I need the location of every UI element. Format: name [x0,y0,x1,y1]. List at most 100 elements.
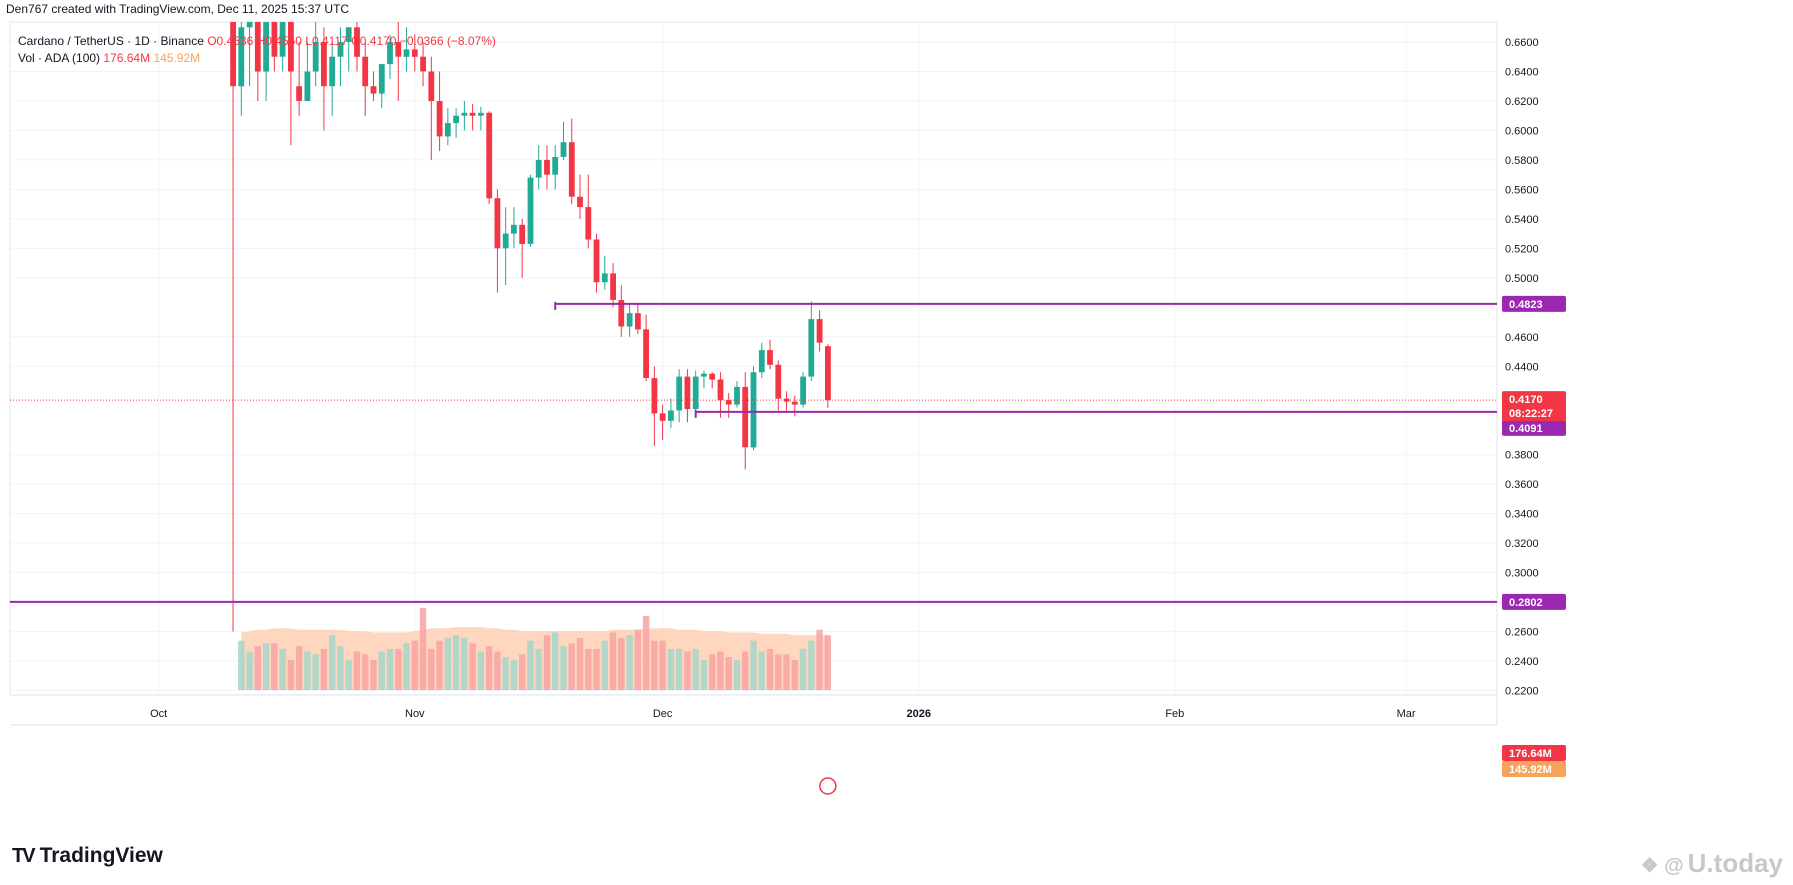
candle-body [304,71,311,101]
volume-bar [799,648,807,690]
volume-bar [353,651,361,690]
candle-body [767,350,773,365]
volume-bar [709,654,716,690]
last-price-tag: 0.4170 [1509,394,1543,406]
volume-bar [419,607,427,690]
candle-body [511,224,517,234]
symbol-title: Cardano / TetherUS · 1D · Binance [18,34,204,48]
candle-body [701,373,707,377]
volume-value-tag: 176.64M [1509,748,1552,760]
candle-body [469,112,476,116]
y-tick-label: 0.6400 [1505,66,1539,78]
last-price-tag-bg [1502,391,1566,422]
volume-ma-tag: 145.92M [1509,764,1552,776]
volume-bar [345,659,352,690]
candle-body [271,22,278,57]
volume-bar [576,637,584,690]
candle-body [230,22,236,87]
volume-bar [552,632,559,690]
level-price-tag-bg [1502,593,1566,610]
y-tick-label: 0.6200 [1505,96,1539,108]
candle-body [428,71,435,101]
volume-bar [675,648,683,690]
volume-bar [312,654,319,690]
volume-bar [502,657,509,690]
volume-bar [287,659,295,690]
candle-body [676,376,683,411]
candles-group [230,22,831,632]
volume-bar [560,646,567,690]
candle-body [544,159,550,175]
candle-body [734,386,740,405]
volume-bar [238,640,245,690]
volume-bar [568,643,575,690]
candle-body [321,42,327,87]
candle-body [692,376,699,409]
y-tick-label: 0.5800 [1505,155,1539,167]
candle-body [420,56,426,72]
candle-body [775,364,782,399]
candle-body [387,42,393,65]
y-tick-label: 0.5000 [1505,273,1539,285]
candle-body [337,42,344,57]
candle-body [601,273,608,283]
volume-bar [733,659,741,690]
volume-bar [395,648,402,690]
utoday-watermark: ❖ @ U.today [1641,848,1783,879]
candle-body [362,56,369,87]
volume-bar [766,648,774,690]
volume-bar [370,659,377,690]
y-tick-label: 0.6600 [1505,37,1539,49]
last-price-tag: 08:22:27 [1509,408,1553,420]
candle-body [783,398,790,402]
candle-body [593,239,600,283]
volume-ma-value: 145.92M [153,51,201,65]
volume-bar [452,635,460,690]
candle-body [395,42,402,57]
volume-bar [634,629,641,690]
candle-body [668,410,674,421]
volume-bar [535,648,542,690]
volume-bar [362,654,369,690]
x-tick-label: 2026 [906,708,930,720]
volume-bar [428,648,435,690]
volume-bar [485,646,493,690]
volume-bar [783,654,790,690]
candle-body [486,112,493,199]
candle-body [552,157,559,175]
symbol-legend: Cardano / TetherUS · 1D · Binance O0.453… [18,34,496,48]
candle-body [354,27,360,57]
y-tick-label: 0.2400 [1505,656,1539,668]
candle-body [411,49,418,57]
volume-bar [519,654,526,690]
volume-bar [775,654,782,690]
volume-bar [725,657,732,690]
candle-body [345,27,352,42]
candle-body [502,233,509,249]
candle-body [312,42,319,72]
volume-bar [651,640,658,690]
tradingview-logo-text: TradingView [39,844,163,867]
volume-bar [742,651,749,690]
candle-body [403,49,410,57]
y-tick-label: 0.4400 [1505,361,1539,373]
candle-body [791,401,798,405]
candle-body [527,177,534,244]
volume-bar [601,640,608,690]
x-tick-label: Nov [405,708,425,720]
candle-body [750,372,757,448]
candle-body [478,112,484,116]
y-tick-label: 0.3000 [1505,568,1539,580]
volume-bar [279,648,286,690]
volume-bar [609,632,617,690]
candle-body [709,373,716,380]
volume-bar [543,635,551,690]
candle-body [626,313,633,327]
candle-body [461,112,468,116]
volume-bar [469,643,476,690]
ohlc-values: O0.4536 H0.4550 L0.4117 C0.4170 −0.0366 … [207,34,496,48]
y-tick-label: 0.5200 [1505,243,1539,255]
volume-value: 176.64M [103,51,151,65]
candle-body [816,319,823,343]
